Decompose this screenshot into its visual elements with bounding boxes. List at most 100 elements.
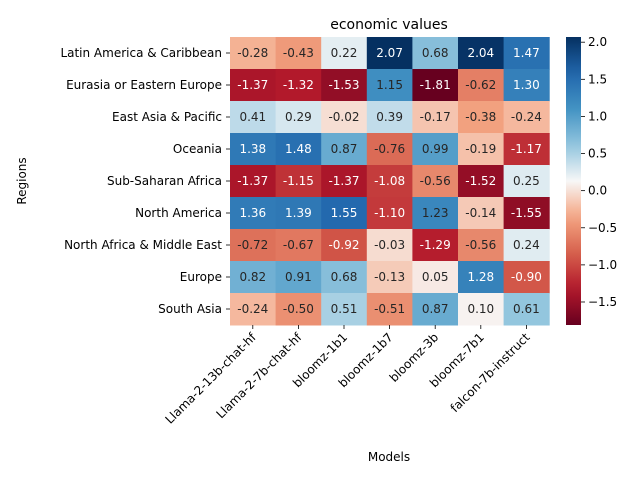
heatmap-cell: [412, 37, 459, 70]
cell-value-label: -0.24: [511, 110, 542, 124]
cell-value-label: 0.82: [239, 270, 266, 284]
cell-value-label: -0.19: [465, 142, 496, 156]
y-tick-label: Oceania: [173, 142, 222, 156]
x-tick-label: falcon-7b-instruct: [448, 330, 533, 415]
cell-value-label: -0.51: [374, 302, 405, 316]
cell-value-label: -0.13: [374, 270, 405, 284]
y-tick-labels: Latin America & Caribbean Eurasia or East…: [60, 46, 230, 316]
heatmap-cell: [503, 133, 550, 166]
cell-value-label: -0.14: [465, 206, 496, 220]
heatmap-cell: [503, 37, 550, 70]
heatmap-cell: [275, 165, 322, 198]
x-tick-label: Llama-2-13b-chat-hf: [163, 330, 260, 427]
heatmap-cell: [366, 261, 413, 294]
cell-value-label: -1.15: [283, 174, 314, 188]
cell-value-label: -0.02: [328, 110, 359, 124]
heatmap-cell: [412, 261, 459, 294]
y-tick-label: Latin America & Caribbean: [60, 46, 222, 60]
cell-value-label: 1.39: [285, 206, 312, 220]
heatmap-cell: [230, 261, 277, 294]
heatmap-cell: [366, 101, 413, 134]
colorbar-tick-label: 0.0: [588, 184, 607, 198]
heatmap-cell: [503, 229, 550, 262]
heatmap-cell: [321, 37, 368, 70]
cell-value-label: -1.81: [420, 78, 451, 92]
cell-value-label: 0.87: [331, 142, 358, 156]
heatmap-cell: [458, 197, 505, 230]
y-tick-label: North Africa & Middle East: [64, 238, 222, 252]
heatmap-cell: [412, 133, 459, 166]
cell-value-label: 0.10: [467, 302, 494, 316]
cell-value-label: 1.47: [513, 46, 540, 60]
y-tick-label: Sub-Saharan Africa: [107, 174, 222, 188]
heatmap-cell: [366, 197, 413, 230]
heatmap-cell: [230, 69, 277, 102]
cell-value-label: -0.56: [420, 174, 451, 188]
heatmap-cell: [230, 165, 277, 198]
y-tick-label: South Asia: [158, 302, 222, 316]
cell-value-label: 1.15: [376, 78, 403, 92]
heatmap-cell: [275, 101, 322, 134]
cell-value-label: 2.07: [376, 46, 403, 60]
heatmap-cell: [321, 101, 368, 134]
cell-value-label: 0.91: [285, 270, 312, 284]
cell-value-label: -0.56: [465, 238, 496, 252]
heatmap-cell: [230, 293, 277, 326]
cell-value-label: -1.37: [237, 174, 268, 188]
heatmap-cell: [230, 229, 277, 262]
heatmap-cell: [503, 197, 550, 230]
cell-value-label: 1.30: [513, 78, 540, 92]
cell-value-label: -0.92: [328, 238, 359, 252]
heatmap-cell: [366, 133, 413, 166]
cell-value-label: 2.04: [467, 46, 494, 60]
cell-value-label: -0.17: [420, 110, 451, 124]
heatmap-cell: [321, 197, 368, 230]
y-tick-label: East Asia & Pacific: [112, 110, 222, 124]
cell-value-label: -0.76: [374, 142, 405, 156]
heatmap-cell: [458, 293, 505, 326]
heatmap-cell: [503, 293, 550, 326]
cell-value-label: 1.36: [239, 206, 266, 220]
heatmap-cell: [366, 229, 413, 262]
cell-value-label: -0.90: [511, 270, 542, 284]
heatmap-cell: [412, 197, 459, 230]
cell-value-label: -0.50: [283, 302, 314, 316]
heatmap-cell: [275, 69, 322, 102]
cell-value-label: -1.08: [374, 174, 405, 188]
heatmap-cell: [321, 133, 368, 166]
x-tick-labels: Llama-2-13b-chat-hfLlama-2-7b-chat-hfblo…: [163, 325, 533, 427]
heatmap-cell: [366, 165, 413, 198]
heatmap-cell: [366, 293, 413, 326]
cell-value-label: -1.32: [283, 78, 314, 92]
y-tick-label: North America: [135, 206, 222, 220]
heatmap-cell: [230, 197, 277, 230]
heatmap-cell: [458, 37, 505, 70]
heatmap-cell: [275, 261, 322, 294]
heatmap-cell: [366, 37, 413, 70]
heatmap-cell: [458, 69, 505, 102]
heatmap-cell: [412, 229, 459, 262]
heatmap-cell: [366, 69, 413, 102]
heatmap-cell: [230, 101, 277, 134]
heatmap-cell: [230, 37, 277, 70]
cell-value-label: -0.03: [374, 238, 405, 252]
x-tick-label: Llama-2-7b-chat-hf: [214, 330, 306, 422]
heatmap-cell: [458, 165, 505, 198]
colorbar-tick-label: 0.5: [588, 147, 607, 161]
heatmap-cell: [458, 229, 505, 262]
colorbar-tick-label: 1.0: [588, 109, 607, 123]
y-tick-label: Eurasia or Eastern Europe: [66, 78, 222, 92]
cell-value-label: -0.24: [237, 302, 268, 316]
y-tick-label: Europe: [180, 270, 222, 284]
heatmap-cell: [275, 197, 322, 230]
heatmap-cell: [503, 101, 550, 134]
colorbar-tick-label: −1.5: [588, 295, 617, 309]
heatmap-cell: [458, 261, 505, 294]
cell-value-label: 1.28: [467, 270, 494, 284]
cell-value-label: -0.28: [237, 46, 268, 60]
cell-value-label: 0.22: [331, 46, 358, 60]
heatmap-cell: [503, 165, 550, 198]
y-axis-label: Regions: [15, 157, 29, 204]
heatmap-cell: [458, 101, 505, 134]
colorbar-tick-label: 2.0: [588, 35, 607, 49]
